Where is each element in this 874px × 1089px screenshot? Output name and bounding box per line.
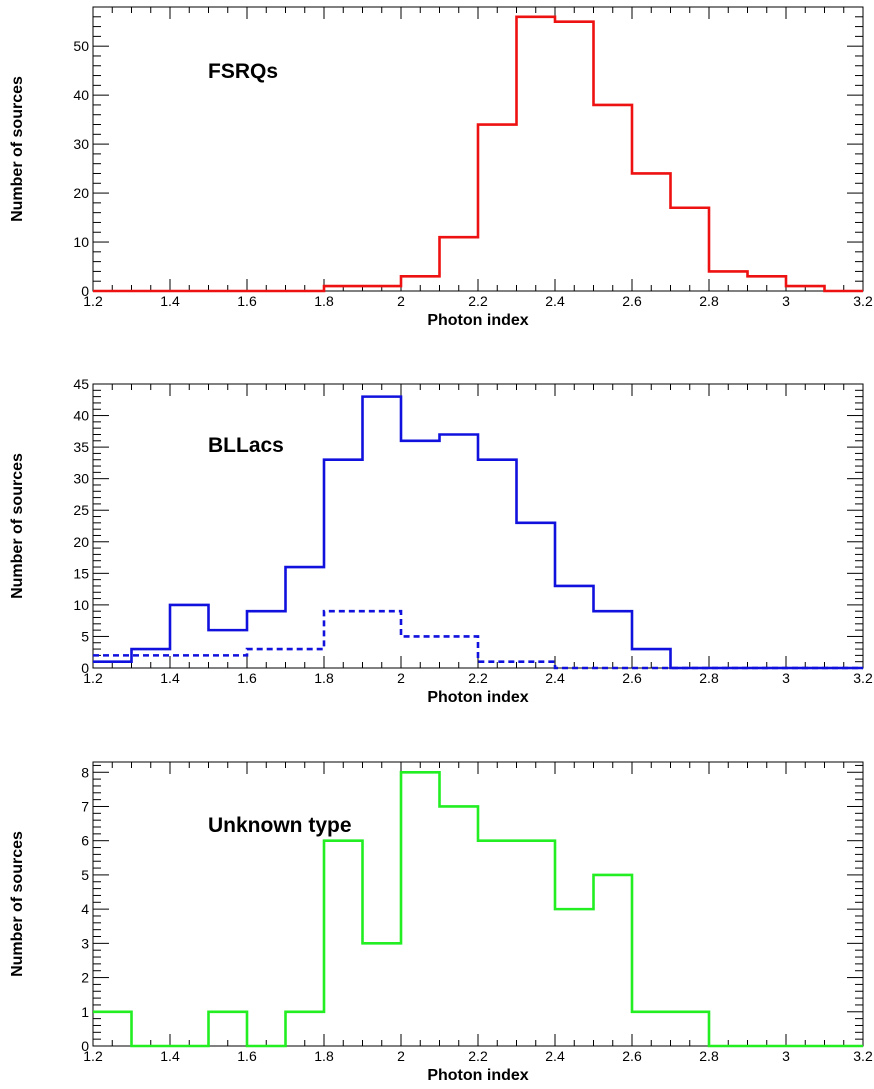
y-tick-label: 7 — [81, 798, 89, 814]
x-tick-label: 1.4 — [160, 670, 180, 686]
x-tick-label: 2.2 — [468, 1048, 488, 1064]
x-tick-label: 1.2 — [83, 1048, 103, 1064]
y-tick-label: 4 — [81, 901, 89, 917]
x-axis-title: Photon index — [427, 312, 528, 329]
x-tick-label: 2.6 — [622, 293, 642, 309]
x-tick-label: 1.8 — [314, 670, 334, 686]
y-tick-label: 40 — [73, 87, 89, 103]
y-tick-label: 30 — [73, 471, 89, 487]
y-axis-title: Number of sources — [9, 453, 26, 599]
y-tick-label: 8 — [81, 764, 89, 780]
x-axis-title: Photon index — [427, 1067, 528, 1084]
plot-frame — [92, 761, 864, 1047]
panel-label: FSRQs — [208, 60, 278, 83]
x-tick-label: 1.4 — [160, 1048, 180, 1064]
y-axis-title: Number of sources — [9, 76, 26, 222]
x-tick-label: 2.6 — [622, 670, 642, 686]
x-tick-label: 2.8 — [699, 293, 719, 309]
x-tick-label: 1.4 — [160, 293, 180, 309]
x-tick-label: 2 — [397, 670, 405, 686]
x-tick-label: 2 — [397, 293, 405, 309]
y-tick-label: 15 — [73, 565, 89, 581]
y-tick-label: 50 — [73, 38, 89, 54]
x-tick-label: 1.6 — [237, 1048, 257, 1064]
x-tick-label: 2.4 — [545, 293, 565, 309]
x-tick-label: 2 — [397, 1048, 405, 1064]
y-tick-label: 0 — [81, 660, 89, 676]
panel-label: BLLacs — [208, 434, 284, 457]
y-tick-label: 35 — [73, 439, 89, 455]
y-tick-label: 40 — [73, 408, 89, 424]
x-tick-label: 3 — [782, 293, 790, 309]
histogram-series — [93, 395, 863, 670]
y-tick-label: 10 — [73, 597, 89, 613]
y-tick-label: 3 — [81, 935, 89, 951]
x-tick-label: 1.8 — [314, 1048, 334, 1064]
histogram-panel: 1.2 1.4 1.6 1.8 2 2.2 2.4 2.6 2.8 3 3.2 0 1 2 3 4 5 6 7 8 Ph… — [9, 761, 873, 1084]
histogram-panel: 1.2 1.4 1.6 1.8 2 2.2 2.4 2.6 2.8 3 3.2 0 10 20 30 40 50… — [9, 6, 873, 329]
y-tick-label: 20 — [73, 185, 89, 201]
x-axis-title: Photon index — [427, 689, 528, 706]
x-tick-label: 2.2 — [468, 293, 488, 309]
x-tick-label: 3.2 — [853, 293, 873, 309]
x-tick-label: 2.2 — [468, 670, 488, 686]
histogram-panel: 1.2 1.4 1.6 1.8 2 2.2 2.4 2.6 2.8 3 3.2 0 5 10 15 20 25 3… — [9, 376, 873, 706]
y-tick-label: 5 — [81, 628, 89, 644]
y-tick-label: 2 — [81, 970, 89, 986]
x-tick-label: 1.2 — [83, 293, 103, 309]
y-tick-label: 0 — [81, 1038, 89, 1054]
y-tick-label: 25 — [73, 502, 89, 518]
x-tick-label: 2.4 — [545, 670, 565, 686]
histogram-series — [93, 15, 863, 293]
y-tick-label: 5 — [81, 867, 89, 883]
histogram-series-dashed — [93, 609, 863, 670]
y-axis-title: Number of sources — [9, 831, 26, 977]
y-tick-label: 10 — [73, 234, 89, 250]
y-tick-label: 20 — [73, 534, 89, 550]
x-tick-label: 2.8 — [699, 1048, 719, 1064]
x-tick-label: 3.2 — [853, 1048, 873, 1064]
y-tick-label: 0 — [81, 283, 89, 299]
x-tick-label: 3.2 — [853, 670, 873, 686]
y-tick-label: 30 — [73, 136, 89, 152]
histogram-series — [93, 770, 863, 1048]
x-tick-label: 1.8 — [314, 293, 334, 309]
x-tick-label: 3 — [782, 670, 790, 686]
x-tick-label: 2.8 — [699, 670, 719, 686]
x-tick-label: 1.6 — [237, 670, 257, 686]
panel-label: Unknown type — [208, 814, 352, 837]
x-tick-label: 1.6 — [237, 293, 257, 309]
y-tick-label: 1 — [81, 1004, 89, 1020]
y-tick-label: 45 — [73, 376, 89, 392]
x-tick-label: 2.4 — [545, 1048, 565, 1064]
y-tick-label: 6 — [81, 833, 89, 849]
x-tick-label: 2.6 — [622, 1048, 642, 1064]
x-tick-label: 1.2 — [83, 670, 103, 686]
x-tick-label: 3 — [782, 1048, 790, 1064]
